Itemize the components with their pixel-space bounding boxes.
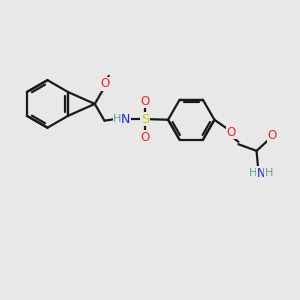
Text: N: N [256, 167, 266, 180]
Text: O: O [226, 126, 236, 139]
Text: N: N [121, 113, 130, 126]
Text: O: O [141, 130, 150, 143]
Text: O: O [100, 77, 110, 90]
Text: H: H [248, 168, 257, 178]
Text: O: O [141, 95, 150, 108]
Text: S: S [141, 113, 149, 126]
Text: O: O [268, 130, 277, 142]
Text: H: H [265, 168, 273, 178]
Text: H: H [113, 114, 122, 124]
